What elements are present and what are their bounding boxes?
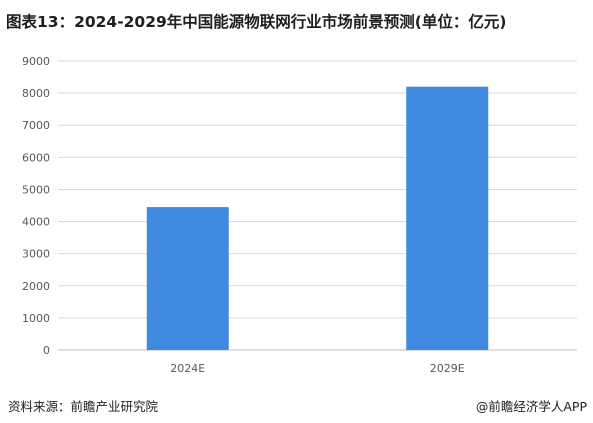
y-tick-label: 1000 bbox=[22, 312, 50, 325]
footer: 资料来源：前瞻产业研究院 @前瞻经济学人APP bbox=[0, 388, 593, 423]
y-axis: 0 1000 2000 3000 4000 5000 6000 7000 8000 9000 bbox=[22, 55, 50, 357]
bars bbox=[146, 86, 489, 350]
y-tick-label: 6000 bbox=[22, 151, 50, 164]
y-tick-label: 7000 bbox=[22, 119, 50, 132]
y-tick-label: 0 bbox=[43, 344, 50, 357]
bar-2024E bbox=[146, 207, 229, 350]
y-tick-label: 4000 bbox=[22, 216, 50, 229]
y-tick-label: 2000 bbox=[22, 280, 50, 293]
gridlines bbox=[58, 60, 577, 351]
credit-note: @前瞻经济学人APP bbox=[475, 399, 587, 414]
bar-chart: 0 1000 2000 3000 4000 5000 6000 7000 8000 9000 20… bbox=[22, 55, 577, 375]
y-tick-label: 5000 bbox=[22, 183, 50, 196]
chart-title: 图表13：2024-2029年中国能源物联网行业市场前景预测(单位：亿元) bbox=[6, 13, 507, 31]
source-note: 资料来源：前瞻产业研究院 bbox=[8, 399, 159, 414]
y-tick-label: 8000 bbox=[22, 87, 50, 100]
y-tick-label: 3000 bbox=[22, 248, 50, 261]
y-tick-label: 9000 bbox=[22, 55, 50, 68]
x-tick-label: 2029E bbox=[430, 362, 465, 375]
x-axis: 2024E 2029E bbox=[170, 362, 464, 375]
x-tick-label: 2024E bbox=[170, 362, 205, 375]
bar-2029E bbox=[406, 86, 489, 350]
